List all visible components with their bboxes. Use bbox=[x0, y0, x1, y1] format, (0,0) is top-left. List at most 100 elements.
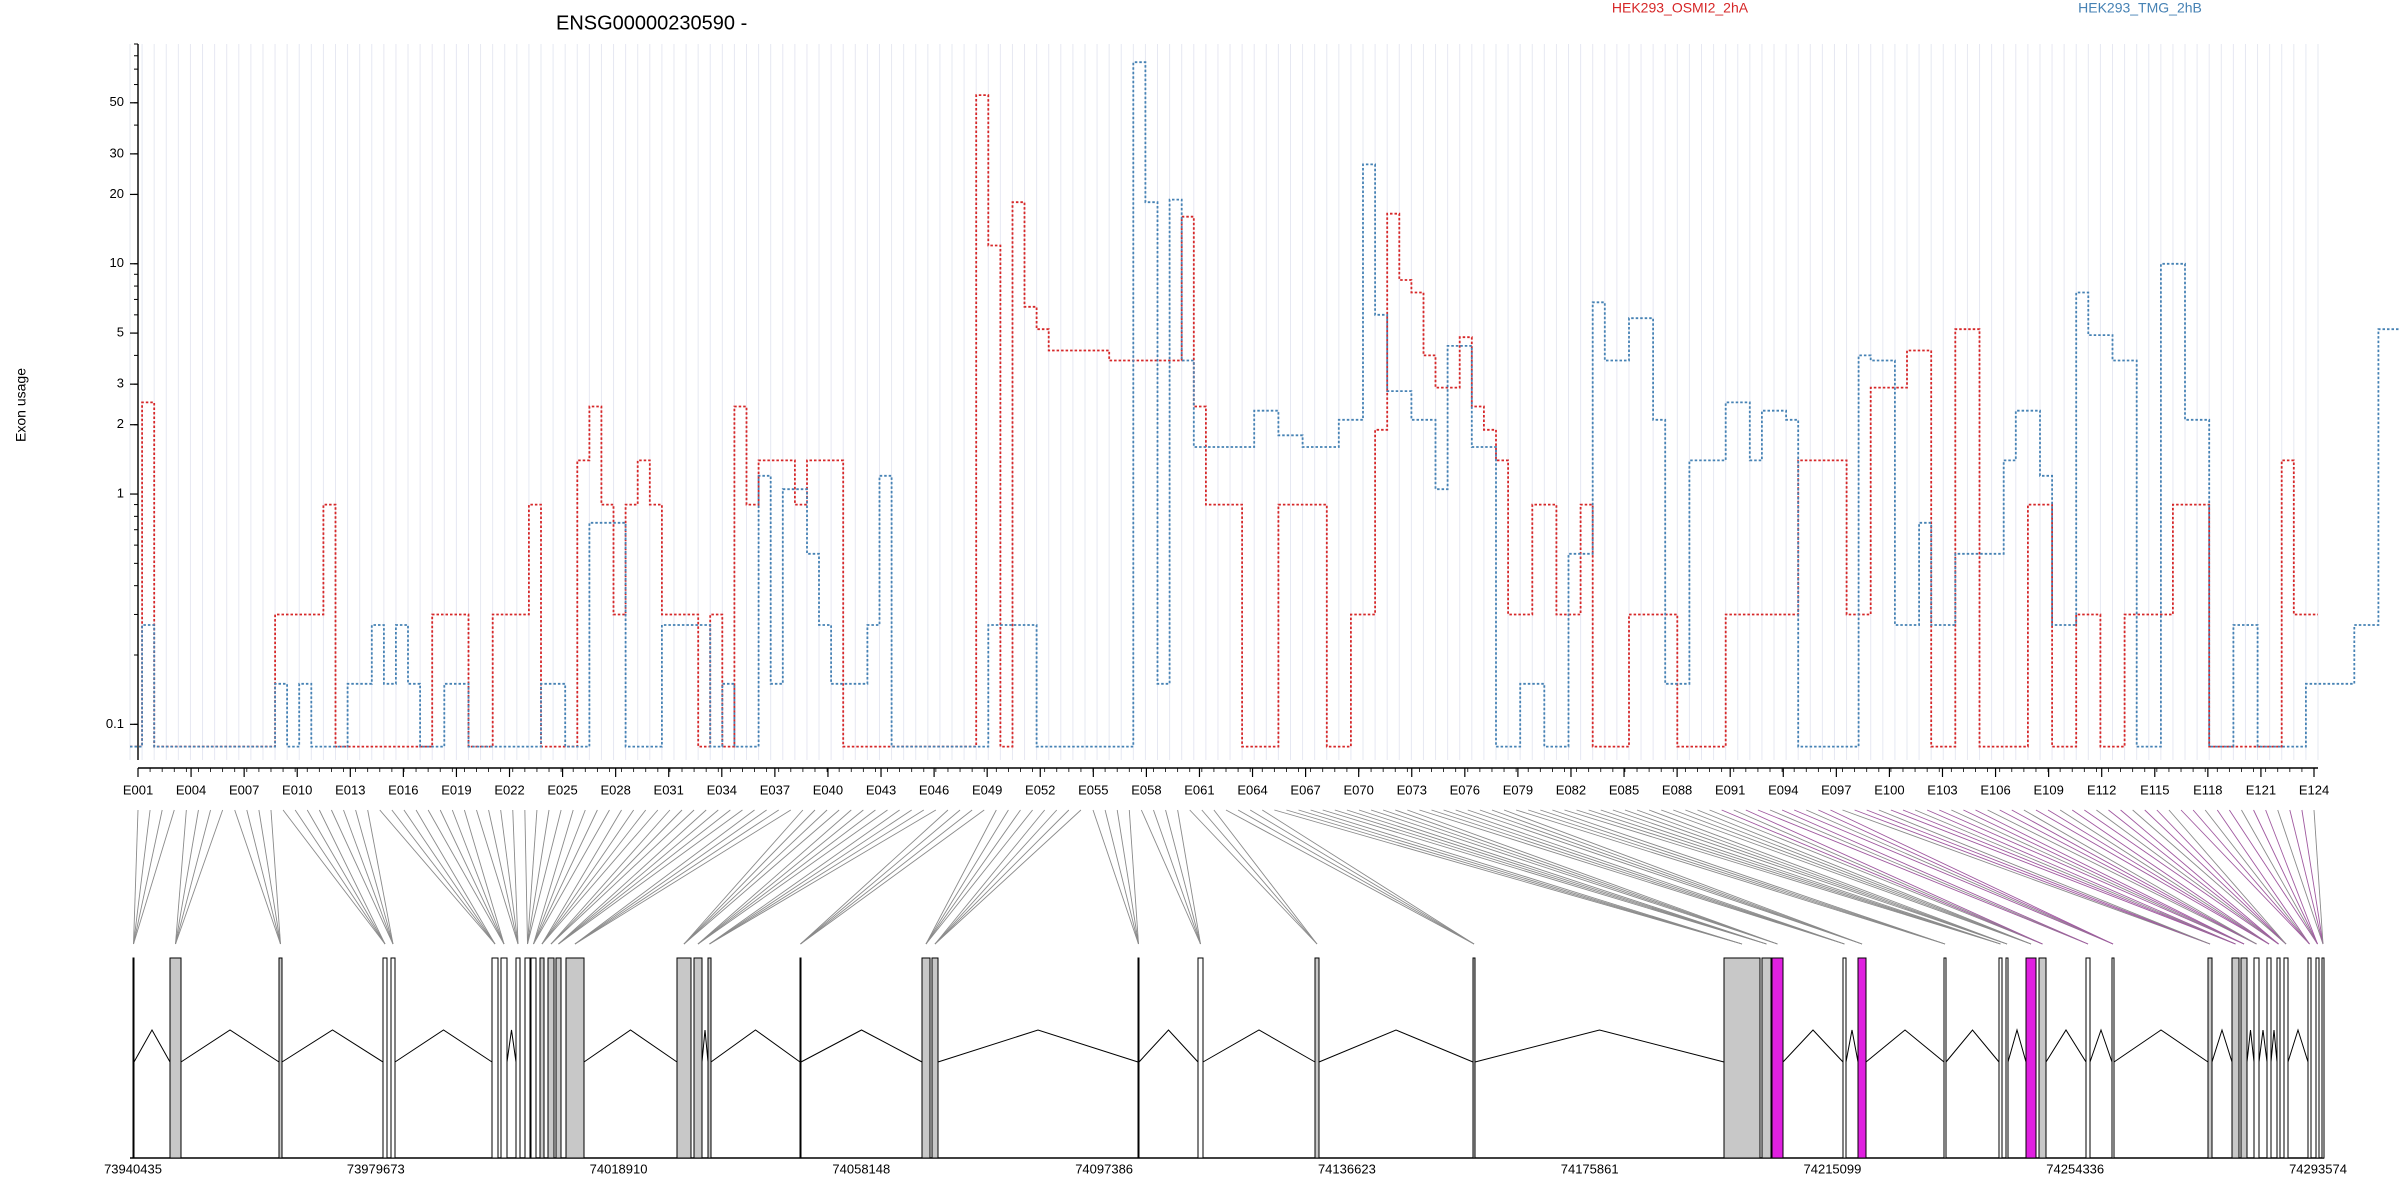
exon-connector bbox=[533, 809, 610, 945]
exon-connector bbox=[463, 809, 505, 945]
exon-connector bbox=[133, 809, 175, 945]
exon-connector bbox=[2096, 809, 2279, 945]
y-tick-label: 5 bbox=[117, 325, 124, 340]
x-tick-label: E031 bbox=[654, 783, 684, 798]
x-tick-label: E112 bbox=[2087, 783, 2116, 798]
exon-connector bbox=[133, 809, 163, 945]
exon-connector bbox=[1189, 809, 1318, 945]
exon-box bbox=[530, 957, 537, 1159]
x-tick-label: E121 bbox=[2246, 783, 2276, 798]
exon-connector bbox=[175, 809, 224, 945]
exon-connector bbox=[246, 809, 281, 945]
intron-line bbox=[1845, 1029, 1859, 1063]
x-tick-label: E016 bbox=[388, 783, 418, 798]
exon-connector bbox=[1890, 809, 2236, 945]
x-tick-label: E118 bbox=[2193, 783, 2222, 798]
exon-connector bbox=[2035, 809, 2270, 945]
x-tick-label: E082 bbox=[1556, 783, 1586, 798]
exon-connector bbox=[1286, 809, 1743, 945]
exon-connector bbox=[527, 809, 550, 945]
exon-connector bbox=[533, 809, 586, 945]
x-tick-label: E001 bbox=[123, 783, 153, 798]
exon-connector bbox=[1503, 809, 1863, 945]
exon-connector bbox=[2108, 809, 2279, 945]
exon-connector bbox=[574, 809, 767, 945]
exon-connector bbox=[367, 809, 394, 945]
y-axis: 0.1 1 2 3 5 10 20 30 50 bbox=[106, 43, 139, 760]
exon-connector bbox=[1830, 809, 2114, 945]
exon-connector bbox=[1225, 809, 1475, 945]
x-tick-label: E109 bbox=[2033, 783, 2063, 798]
exon-connector bbox=[558, 809, 731, 945]
exon-connector bbox=[2216, 809, 2310, 945]
exon-connector bbox=[488, 809, 519, 945]
exon-box bbox=[2231, 957, 2240, 1159]
exon-connector bbox=[175, 809, 199, 945]
exon-connector bbox=[1383, 809, 1778, 945]
exon-connector bbox=[1673, 809, 2032, 945]
exon-connector bbox=[2241, 809, 2318, 945]
exon-connector bbox=[1104, 809, 1139, 945]
exon-connector bbox=[800, 809, 961, 945]
exon-box bbox=[2315, 957, 2320, 1159]
x-tick-label: E106 bbox=[1980, 783, 2010, 798]
exon-connector bbox=[403, 809, 496, 945]
intron-line bbox=[583, 1029, 678, 1063]
x-tick-label: E067 bbox=[1290, 783, 1320, 798]
exon-box bbox=[2240, 957, 2248, 1159]
exon-connector bbox=[1612, 809, 2008, 945]
exon-connector bbox=[439, 809, 505, 945]
exon-connector bbox=[427, 809, 505, 945]
exon-connector bbox=[709, 809, 925, 945]
exon-connector bbox=[2023, 809, 2257, 945]
x-tick-label: E028 bbox=[600, 783, 630, 798]
exon-connector bbox=[800, 809, 949, 945]
exon-connector bbox=[1624, 809, 2008, 945]
gene-model bbox=[130, 957, 2325, 1159]
exon-connector bbox=[306, 809, 386, 945]
exon-connector bbox=[2120, 809, 2279, 945]
intron-line bbox=[2246, 1029, 2255, 1063]
genomic-tick-label: 74136623 bbox=[1318, 1161, 1376, 1176]
x-tick-label: E046 bbox=[919, 783, 949, 798]
exon-connector bbox=[1999, 809, 2257, 945]
x-tick-label: E073 bbox=[1397, 783, 1427, 798]
genomic-tick-label: 73979673 bbox=[347, 1161, 405, 1176]
exon-connector bbox=[1249, 809, 1475, 945]
exon-connector bbox=[1975, 809, 2245, 945]
exon-connector bbox=[1201, 809, 1318, 945]
exon-connector bbox=[1685, 809, 2032, 945]
exon-connector bbox=[234, 809, 281, 945]
exon-box bbox=[2005, 957, 2009, 1159]
exon-connector bbox=[1540, 809, 1946, 945]
exon-connector bbox=[1745, 809, 2043, 945]
exon-connector bbox=[1697, 809, 2032, 945]
exon-connector bbox=[415, 809, 496, 945]
vertical-gridlines bbox=[129, 44, 2319, 760]
exon-connector bbox=[1902, 809, 2236, 945]
exon-connector bbox=[1419, 809, 1845, 945]
exon-connector bbox=[541, 809, 635, 945]
x-tick-label: E010 bbox=[282, 783, 312, 798]
exon-connector bbox=[1926, 809, 2236, 945]
exon-connector bbox=[541, 809, 622, 945]
intron-line bbox=[2211, 1028, 2233, 1063]
exon-connector bbox=[934, 809, 1058, 945]
exon-connector bbox=[476, 809, 519, 945]
intron-line bbox=[2270, 1029, 2278, 1063]
x-tick-label: E007 bbox=[229, 783, 259, 798]
exon-box bbox=[555, 957, 562, 1159]
x-tick-label: E025 bbox=[547, 783, 577, 798]
exon-connector bbox=[709, 809, 937, 945]
exon-connector bbox=[925, 809, 997, 945]
exon-connector bbox=[541, 809, 659, 945]
exon-connector bbox=[258, 809, 281, 945]
exon-connector bbox=[1358, 809, 1767, 945]
intron-line bbox=[1202, 1029, 1316, 1063]
exon-box bbox=[1943, 957, 1947, 1159]
exon-connector bbox=[2229, 809, 2318, 945]
exon-connector bbox=[2084, 809, 2279, 945]
exon-box bbox=[2025, 957, 2037, 1159]
exon-connector bbox=[1128, 809, 1139, 945]
exon-connector bbox=[175, 809, 187, 945]
